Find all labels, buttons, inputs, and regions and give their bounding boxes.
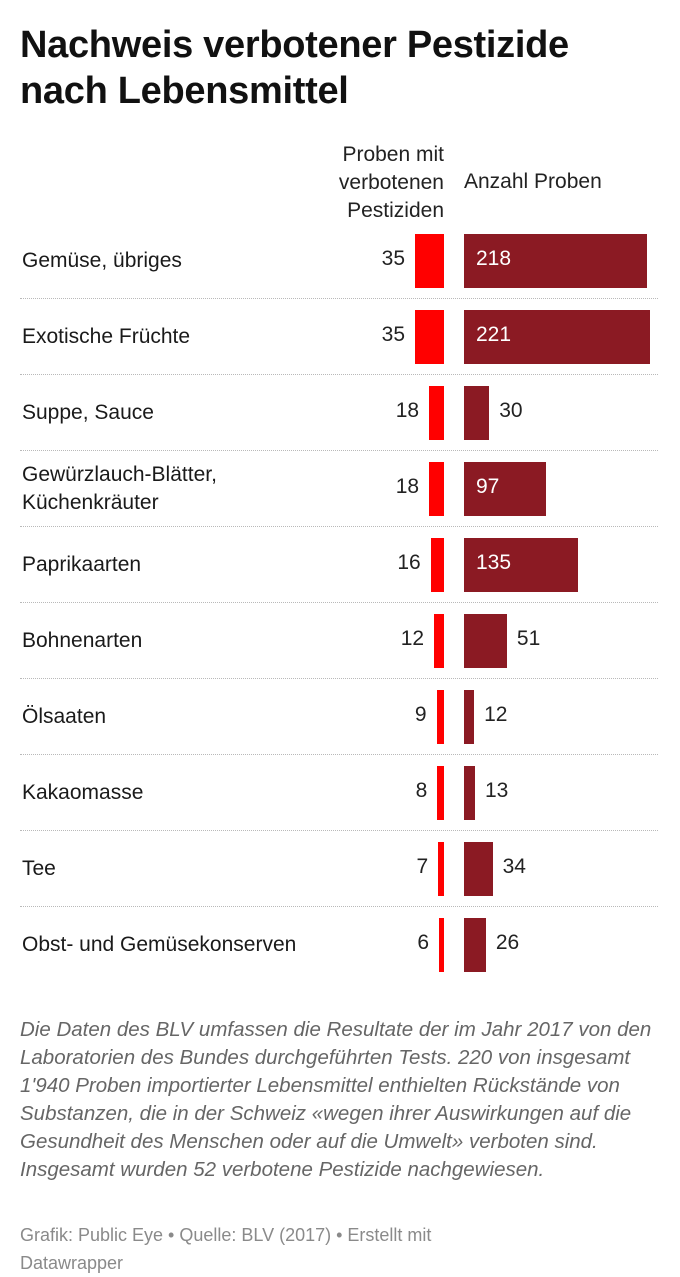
value-forbidden-samples: 12 <box>400 627 425 650</box>
value-forbidden-samples: 18 <box>395 399 420 422</box>
column-header-forbidden-samples: Proben mit verbotenen Pestiziden <box>338 143 444 222</box>
row-separator <box>20 754 658 755</box>
chart-row: Suppe, Sauce 18 30 <box>0 374 680 451</box>
value-total-samples: 30 <box>499 399 523 422</box>
chart-row: Bohnenarten 12 51 <box>0 602 680 679</box>
category-label: Tee <box>22 857 56 880</box>
chart-row: Tee 7 34 <box>0 830 680 907</box>
row-separator <box>20 906 658 907</box>
row-separator <box>20 830 658 831</box>
bar-total-samples <box>464 690 475 744</box>
value-total-samples: 51 <box>516 627 541 650</box>
value-total-samples: 34 <box>502 855 526 878</box>
row-separator <box>20 450 658 451</box>
bar-forbidden-samples <box>429 462 444 516</box>
bar-forbidden-samples <box>436 690 444 744</box>
bar-forbidden-samples <box>438 842 444 896</box>
bar-total-samples <box>464 234 648 288</box>
value-total-samples: 218 <box>476 247 512 270</box>
bar-total-samples <box>464 462 546 516</box>
value-forbidden-samples: 18 <box>395 475 420 498</box>
chart-row: Exotische Früchte 35 221 <box>0 298 680 375</box>
value-forbidden-samples: 8 <box>415 779 428 802</box>
category-label: Gewürzlauch-Blätter, Küchenkräuter <box>22 463 217 514</box>
bar-total-samples <box>464 614 507 668</box>
bar-total-samples <box>464 310 650 364</box>
bar-forbidden-samples <box>437 766 444 820</box>
chart-row: Gewürzlauch-Blätter, Küchenkräuter 18 97 <box>0 450 680 527</box>
chart-row: Paprikaarten 16 135 <box>0 526 680 603</box>
bar-forbidden-samples <box>415 310 444 364</box>
bar-total-samples <box>464 386 490 440</box>
chart-row: Ölsaaten 9 12 <box>0 678 680 755</box>
bar-forbidden-samples <box>430 538 444 592</box>
bar-total-samples <box>464 766 475 820</box>
value-total-samples: 12 <box>484 703 508 726</box>
value-total-samples: 221 <box>476 323 512 346</box>
chart-row: Gemüse, übriges 35 218 <box>0 222 680 299</box>
category-label: Obst- und Gemüsekonserven <box>22 933 297 956</box>
category-label: Gemüse, übriges <box>22 249 182 272</box>
bar-total-samples <box>464 918 486 972</box>
value-total-samples: 13 <box>484 779 509 802</box>
row-separator <box>20 298 658 299</box>
chart-title: Nachweis verbotener Pestizide nach Leben… <box>20 24 569 112</box>
value-total-samples: 97 <box>476 475 500 498</box>
category-label: Exotische Früchte <box>22 325 191 348</box>
bar-total-samples <box>464 842 493 896</box>
value-forbidden-samples: 6 <box>417 931 430 954</box>
chart-footer: Grafik: Public Eye • Quelle: BLV (2017) … <box>20 1225 432 1273</box>
value-forbidden-samples: 7 <box>416 855 429 878</box>
value-forbidden-samples: 35 <box>381 247 405 270</box>
value-forbidden-samples: 16 <box>397 551 421 574</box>
bar-forbidden-samples <box>429 386 444 440</box>
category-label: Paprikaarten <box>22 553 142 576</box>
row-separator <box>20 678 658 679</box>
category-label: Suppe, Sauce <box>22 401 154 424</box>
chart-row: Obst- und Gemüsekonserven 6 26 <box>0 906 680 982</box>
bar-forbidden-samples <box>439 918 444 972</box>
row-separator <box>20 374 658 375</box>
row-separator <box>20 526 658 527</box>
chart-note: Die Daten des BLV umfassen die Resultate… <box>20 1018 652 1181</box>
bar-forbidden-samples <box>415 234 444 288</box>
row-separator <box>20 602 658 603</box>
category-label: Bohnenarten <box>22 629 143 652</box>
value-total-samples: 135 <box>476 551 512 574</box>
category-label: Ölsaaten <box>22 705 107 728</box>
chart-row: Kakaomasse 8 13 <box>0 754 680 831</box>
value-forbidden-samples: 35 <box>381 323 405 346</box>
category-label: Kakaomasse <box>22 781 144 804</box>
value-total-samples: 26 <box>495 931 520 954</box>
bar-total-samples <box>464 538 578 592</box>
value-forbidden-samples: 9 <box>414 703 427 726</box>
bar-forbidden-samples <box>434 614 444 668</box>
column-header-total-samples: Anzahl Proben <box>464 170 602 193</box>
